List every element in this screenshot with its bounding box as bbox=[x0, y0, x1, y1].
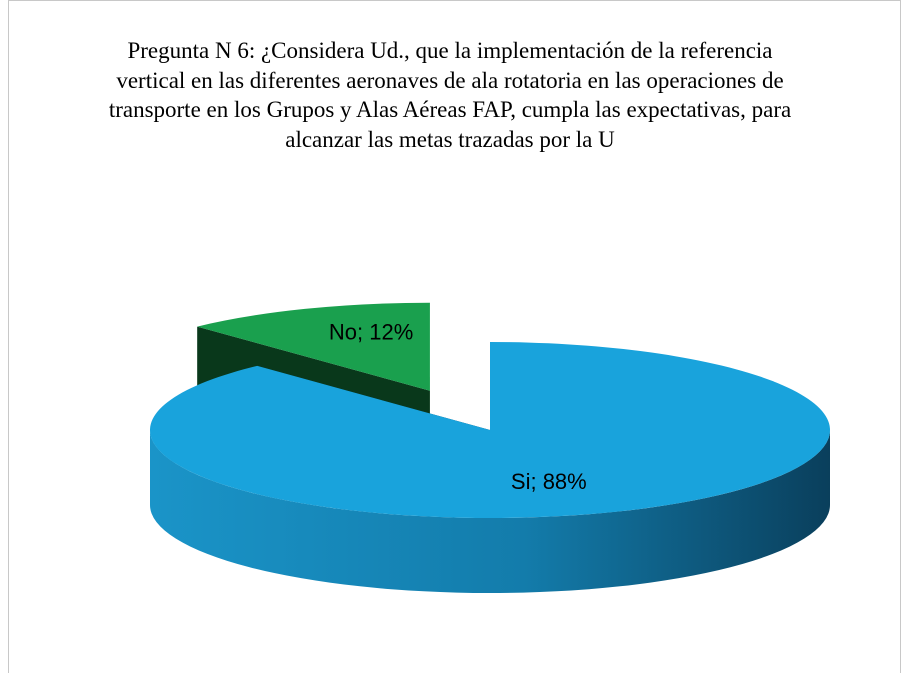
data-label: No; 12%No bbox=[329, 319, 413, 344]
slice-side bbox=[150, 430, 830, 593]
slice bbox=[197, 302, 430, 391]
slice bbox=[150, 342, 831, 519]
data-label: Si; 88%Si bbox=[511, 469, 587, 494]
chart-title: Pregunta N 6: ¿Considera Ud., que la imp… bbox=[108, 38, 792, 152]
